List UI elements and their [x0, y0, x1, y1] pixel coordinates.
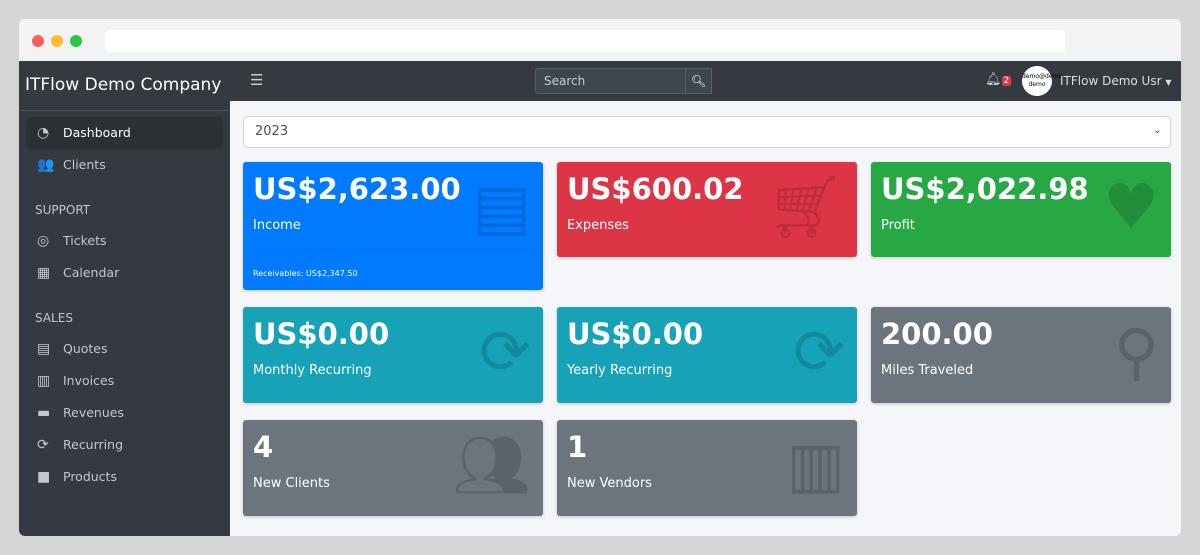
sidebar-item-dashboard[interactable]: ◔ Dashboard [27, 117, 222, 148]
tachometer-icon: ◔ [37, 124, 50, 141]
label: Revenues [63, 405, 124, 420]
year-select[interactable]: 2023 ⌄ [243, 116, 1171, 148]
sidebar-item-revenues[interactable]: ▬ Revenues [27, 397, 222, 428]
bell-icon: 🔔︎ [985, 72, 1002, 87]
income-card[interactable]: US$2,623.00 Income ▤ Receivables: US$2,3… [243, 162, 543, 290]
maximize-dot[interactable] [70, 35, 82, 47]
expenses-card[interactable]: US$600.02 Expenses 🛒︎ [557, 162, 857, 257]
chevron-down-icon: ⌄ [1152, 123, 1162, 136]
search-input[interactable]: Search [535, 68, 711, 94]
minimize-dot[interactable] [51, 35, 63, 47]
heart-icon: ♥ [1103, 170, 1159, 243]
expenses-label: Expenses [567, 218, 629, 233]
sidebar: ITFlow Demo Company ◔ Dashboard 👥 Clients … [19, 61, 230, 536]
notification-badge: 2 [1001, 76, 1012, 86]
avatar[interactable]: demo@demo demo [1022, 66, 1062, 96]
file-icon: ▤ [37, 340, 51, 357]
top-navbar: ☰ Search 🔍︎ 🔔︎ 2 demo@demo demo ITFlow De… [230, 61, 1181, 101]
building-icon: ▥ [786, 428, 845, 501]
miles-card[interactable]: 200.00 Miles Traveled ⚲ [871, 307, 1171, 403]
calendar-icon: ▦ [37, 264, 51, 281]
profit-value: US$2,022.98 [881, 172, 1089, 206]
credit-card-icon: ▬ [37, 404, 51, 421]
sidebar-item-products[interactable]: ■ Products [27, 461, 222, 492]
sync-icon: ⟳ [793, 315, 845, 388]
vendors-value: 1 [567, 430, 588, 464]
support-header: SUPPORT [35, 203, 91, 217]
monthly-value: US$0.00 [253, 317, 390, 351]
address-bar[interactable] [105, 30, 1065, 52]
caret-down-icon: ▼ [1165, 78, 1172, 87]
invoice-icon: ▥ [37, 372, 51, 389]
sync-icon: ⟳ [37, 436, 49, 453]
income-label: Income [253, 218, 301, 233]
miles-value: 200.00 [881, 317, 993, 351]
browser-window: ITFlow Demo Company ◔ Dashboard 👥 Clients … [19, 19, 1181, 536]
notifications-button[interactable]: 🔔︎ 2 [985, 72, 1012, 87]
label: Invoices [63, 373, 115, 388]
hamburger-menu-icon[interactable]: ☰ [250, 71, 264, 89]
life-ring-icon: ◎ [37, 232, 50, 249]
sidebar-item-tickets[interactable]: ◎ Tickets [27, 225, 222, 256]
sales-header: SALES [35, 311, 73, 325]
users-icon: 👥︎ [452, 428, 531, 501]
sidebar-item-calendar[interactable]: ▦ Calendar [27, 257, 222, 288]
users-icon: 👥 [37, 156, 55, 173]
new-vendors-card[interactable]: 1 New Vendors ▥ [557, 420, 857, 516]
monthly-label: Monthly Recurring [253, 363, 372, 378]
user-menu[interactable]: ITFlow Demo Usr ▼ [1060, 74, 1172, 88]
shopping-cart-icon: 🛒︎ [766, 170, 845, 243]
label: Clients [63, 157, 106, 172]
sidebar-item-invoices[interactable]: ▥ Invoices [27, 365, 222, 396]
box-icon: ■ [37, 468, 51, 485]
money-check-icon: ▤ [472, 170, 531, 243]
user-name: ITFlow Demo Usr [1060, 74, 1162, 88]
search-button[interactable]: 🔍︎ [685, 68, 712, 94]
search-icon: 🔍︎ [690, 74, 707, 88]
yearly-value: US$0.00 [567, 317, 704, 351]
miles-label: Miles Traveled [881, 363, 974, 378]
label: Tickets [63, 233, 107, 248]
sidebar-item-recurring[interactable]: ⟳ Recurring [27, 429, 222, 460]
monthly-recurring-card[interactable]: US$0.00 Monthly Recurring ⟳ [243, 307, 543, 403]
sidebar-item-clients[interactable]: 👥 Clients [27, 149, 222, 180]
label: Dashboard [63, 125, 131, 140]
profit-card[interactable]: US$2,022.98 Profit ♥ [871, 162, 1171, 257]
vendors-label: New Vendors [567, 476, 652, 491]
yearly-recurring-card[interactable]: US$0.00 Yearly Recurring ⟳ [557, 307, 857, 403]
income-value: US$2,623.00 [253, 172, 461, 206]
sync-icon: ⟳ [479, 315, 531, 388]
profit-label: Profit [881, 218, 915, 233]
clients-label: New Clients [253, 476, 330, 491]
close-dot[interactable] [32, 35, 44, 47]
clients-value: 4 [253, 430, 274, 464]
expenses-value: US$600.02 [567, 172, 744, 206]
brand[interactable]: ITFlow Demo Company [19, 61, 230, 111]
dashboard-content: 2023 ⌄ US$2,623.00 Income ▤ Receivables: … [230, 101, 1181, 536]
label: Quotes [63, 341, 108, 356]
sidebar-item-quotes[interactable]: ▤ Quotes [27, 333, 222, 364]
route-icon: ⚲ [1113, 315, 1159, 388]
browser-chrome [19, 19, 1181, 61]
label: Calendar [63, 265, 120, 280]
receivables-text: Receivables: US$2,347.50 [253, 269, 358, 278]
label: Products [63, 469, 117, 484]
new-clients-card[interactable]: 4 New Clients 👥︎ [243, 420, 543, 516]
yearly-label: Yearly Recurring [567, 363, 673, 378]
year-value: 2023 [255, 124, 289, 139]
label: Recurring [63, 437, 123, 452]
